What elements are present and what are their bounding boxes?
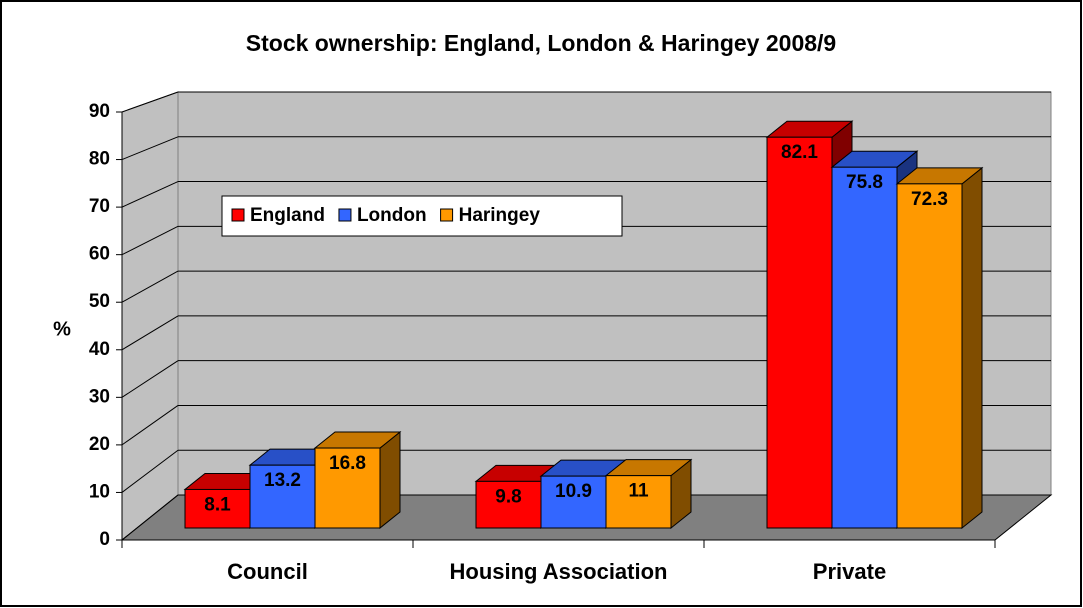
side-grid-line <box>121 225 179 256</box>
bar <box>766 136 833 529</box>
bar <box>605 475 672 529</box>
legend-label: Haringey <box>459 205 541 226</box>
y-tick-label: 60 <box>89 244 110 265</box>
bar-side <box>379 430 401 530</box>
bar <box>540 475 607 529</box>
y-tick-label: 90 <box>89 101 110 122</box>
legend-box <box>221 195 623 237</box>
side-grid-line <box>121 315 179 351</box>
value-label: 8.1 <box>204 494 231 515</box>
legend: England London Haringey <box>221 195 623 237</box>
y-tick-label: 50 <box>89 291 110 312</box>
value-label: 75.8 <box>846 172 883 193</box>
y-axis-label: % <box>53 318 71 340</box>
y-tick-label: 70 <box>89 196 110 217</box>
legend-swatch <box>338 208 352 222</box>
bar-side <box>961 166 983 530</box>
side-wall <box>121 91 179 542</box>
x-tick-label: Private <box>813 559 886 584</box>
side-grid-line <box>121 405 179 446</box>
y-tick-label: 0 <box>99 529 110 550</box>
y-tick-label: 30 <box>89 386 110 407</box>
side-grid-line <box>121 270 179 303</box>
legend-label: London <box>357 205 427 226</box>
side-grid-line <box>121 136 179 161</box>
side-grid-line <box>121 360 179 398</box>
value-label: 13.2 <box>264 470 301 491</box>
value-label: 82.1 <box>781 142 818 163</box>
side-grid-line <box>121 494 179 541</box>
side-grid-line <box>121 181 179 208</box>
value-label: 9.8 <box>495 486 521 507</box>
bar <box>475 480 542 529</box>
value-label: 11 <box>628 481 649 502</box>
bar <box>896 183 963 529</box>
side-grid-line <box>121 91 179 113</box>
y-tick-label: 40 <box>89 339 110 360</box>
bar <box>314 447 381 529</box>
bar <box>831 166 898 529</box>
legend-swatch <box>231 208 245 222</box>
x-tick-label: Housing Association <box>450 559 668 584</box>
value-label: 72.3 <box>911 189 948 210</box>
x-tick-label: Council <box>227 559 308 584</box>
value-label: 10.9 <box>555 481 592 502</box>
chart-title: Stock ownership: England, London & Harin… <box>246 30 836 56</box>
y-tick-label: 10 <box>89 481 110 502</box>
y-tick-label: 20 <box>89 434 110 455</box>
bar <box>184 488 251 529</box>
side-grid-line <box>121 449 179 493</box>
legend-label: England <box>250 205 325 226</box>
legend-swatch <box>440 208 454 222</box>
value-label: 16.8 <box>329 453 366 474</box>
y-tick-label: 80 <box>89 149 110 170</box>
